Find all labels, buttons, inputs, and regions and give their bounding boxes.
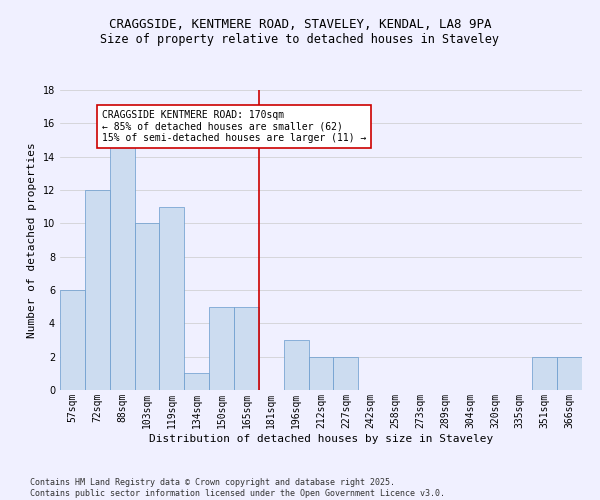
Text: CRAGGSIDE, KENTMERE ROAD, STAVELEY, KENDAL, LA8 9PA: CRAGGSIDE, KENTMERE ROAD, STAVELEY, KEND…: [109, 18, 491, 30]
Bar: [85, 190, 110, 390]
Bar: [532, 356, 557, 390]
Bar: [234, 306, 259, 390]
Text: CRAGGSIDE KENTMERE ROAD: 170sqm
← 85% of detached houses are smaller (62)
15% of: CRAGGSIDE KENTMERE ROAD: 170sqm ← 85% of…: [102, 110, 367, 143]
Bar: [284, 340, 308, 390]
Bar: [160, 206, 184, 390]
Bar: [134, 224, 160, 390]
Bar: [60, 290, 85, 390]
Y-axis label: Number of detached properties: Number of detached properties: [27, 142, 37, 338]
Text: Contains HM Land Registry data © Crown copyright and database right 2025.
Contai: Contains HM Land Registry data © Crown c…: [30, 478, 445, 498]
Bar: [110, 140, 134, 390]
Bar: [184, 374, 209, 390]
Bar: [308, 356, 334, 390]
X-axis label: Distribution of detached houses by size in Staveley: Distribution of detached houses by size …: [149, 434, 493, 444]
Bar: [557, 356, 582, 390]
Text: Size of property relative to detached houses in Staveley: Size of property relative to detached ho…: [101, 32, 499, 46]
Bar: [209, 306, 234, 390]
Bar: [334, 356, 358, 390]
